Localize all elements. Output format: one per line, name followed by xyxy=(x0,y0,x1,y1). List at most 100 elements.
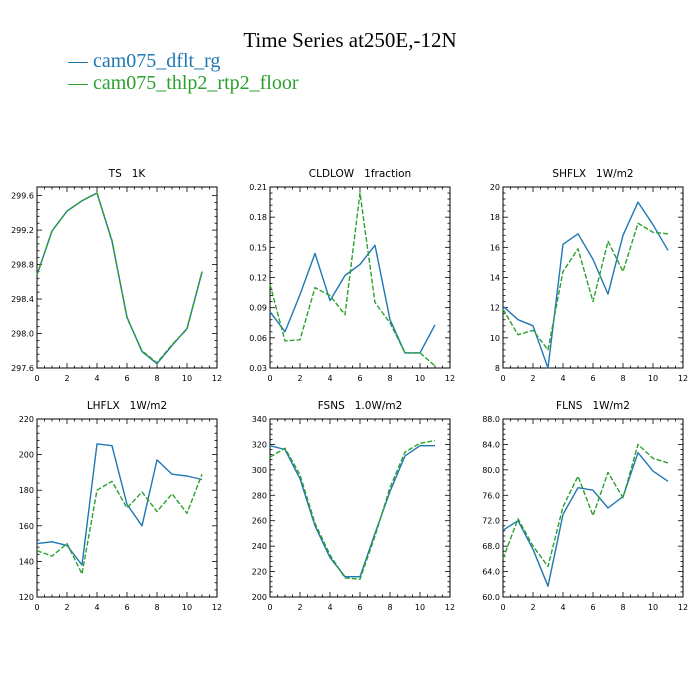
y-tick-label: 298.0 xyxy=(11,330,34,339)
series-line xyxy=(36,192,203,365)
y-tick-label: 200 xyxy=(19,451,34,460)
x-tick-label: 2 xyxy=(530,603,535,612)
y-tick-label: 297.6 xyxy=(11,364,34,373)
x-tick-label: 6 xyxy=(357,374,362,383)
x-tick-label: 8 xyxy=(387,374,392,383)
x-tick-label: 6 xyxy=(124,374,129,383)
chart-title: LHFLX 1W/m2 xyxy=(87,400,167,412)
x-tick-label: 0 xyxy=(267,374,272,383)
y-tick-label: 260 xyxy=(252,517,267,526)
x-tick-label: 8 xyxy=(154,374,159,383)
y-tick-label: 18 xyxy=(490,213,500,222)
y-tick-label: 84.0 xyxy=(482,440,500,449)
y-tick-label: 64.0 xyxy=(482,568,500,577)
x-tick-label: 8 xyxy=(620,374,625,383)
legend-label: cam075_dflt_rg xyxy=(93,50,221,72)
plot-frame xyxy=(502,418,684,598)
plot-frame xyxy=(36,418,218,598)
y-tick-label: 0.09 xyxy=(249,304,267,313)
x-tick-label: 4 xyxy=(94,603,99,612)
chart-panel: TS 1K 0 2 4 6 8 10 12 297.6 298.0 298.4 298.8 299.2 2… xyxy=(11,168,222,383)
x-tick-label: 0 xyxy=(500,374,505,383)
series-line xyxy=(36,443,203,566)
y-tick-label: 300 xyxy=(252,466,267,475)
x-tick-label: 0 xyxy=(267,603,272,612)
chart-panel: CLDLOW 1fraction 0 2 4 6 8 10 12 0.03 0.06 0.09 0.1… xyxy=(249,168,455,383)
chart-panel: FSNS 1.0W/m2 0 2 4 6 8 10 12 200 220 240 260 280 300 3… xyxy=(252,400,455,612)
x-tick-label: 12 xyxy=(445,603,455,612)
y-tick-label: 299.6 xyxy=(11,192,34,201)
y-tick-label: 16 xyxy=(490,243,500,252)
series-line xyxy=(269,439,436,580)
x-tick-label: 2 xyxy=(297,374,302,383)
x-tick-label: 10 xyxy=(648,603,658,612)
x-tick-label: 10 xyxy=(415,374,425,383)
series-line xyxy=(269,445,435,578)
plot-frame xyxy=(269,186,451,369)
x-tick-label: 2 xyxy=(297,603,302,612)
chart-title: FSNS 1.0W/m2 xyxy=(318,400,403,412)
page-title: Time Series at250E,-12N xyxy=(243,28,457,52)
chart-title: SHFLX 1W/m2 xyxy=(552,168,633,180)
y-tick-label: 0.12 xyxy=(249,274,267,283)
series-line xyxy=(502,452,669,587)
y-tick-label: 240 xyxy=(252,542,267,551)
series-line xyxy=(502,443,669,568)
x-tick-label: 4 xyxy=(560,374,565,383)
x-tick-label: 6 xyxy=(590,603,595,612)
y-tick-label: 220 xyxy=(19,415,34,424)
y-tick-label: 298.8 xyxy=(11,261,34,270)
x-tick-label: 4 xyxy=(560,603,565,612)
x-tick-label: 2 xyxy=(530,374,535,383)
x-tick-label: 12 xyxy=(678,374,688,383)
y-tick-label: 8 xyxy=(495,364,500,373)
chart-title: TS 1K xyxy=(108,168,147,180)
x-tick-label: 4 xyxy=(327,374,332,383)
legend-label: cam075_thlp2_rtp2_floor xyxy=(93,72,299,94)
y-tick-label: 14 xyxy=(490,274,500,283)
x-tick-label: 10 xyxy=(182,603,192,612)
y-tick-label: 120 xyxy=(19,593,34,602)
y-tick-label: 76.0 xyxy=(482,491,500,500)
series-line xyxy=(502,222,669,351)
y-tick-label: 320 xyxy=(252,440,267,449)
y-tick-label: 10 xyxy=(490,334,500,343)
y-tick-label: 20 xyxy=(490,183,500,192)
series-line xyxy=(36,192,203,364)
y-tick-label: 88.0 xyxy=(482,415,500,424)
series-line xyxy=(502,201,669,369)
y-tick-label: 0.18 xyxy=(249,213,267,222)
x-tick-label: 12 xyxy=(445,374,455,383)
x-tick-label: 8 xyxy=(154,603,159,612)
chart-title: CLDLOW 1fraction xyxy=(309,168,411,180)
x-tick-label: 2 xyxy=(64,374,69,383)
legend-line-icon: — xyxy=(68,72,88,94)
y-tick-label: 0.15 xyxy=(249,243,267,252)
series-line xyxy=(269,192,436,367)
x-tick-label: 4 xyxy=(94,374,99,383)
y-tick-label: 299.2 xyxy=(11,226,34,235)
y-tick-label: 80.0 xyxy=(482,466,500,475)
x-tick-label: 10 xyxy=(648,374,658,383)
x-tick-label: 12 xyxy=(212,603,222,612)
x-tick-label: 10 xyxy=(182,374,192,383)
y-tick-label: 298.4 xyxy=(11,295,34,304)
y-tick-label: 200 xyxy=(252,593,267,602)
x-tick-label: 6 xyxy=(357,603,362,612)
legend-entry: — cam075_thlp2_rtp2_floor xyxy=(68,72,299,94)
legend-line-icon: — xyxy=(68,50,88,72)
y-tick-label: 340 xyxy=(252,415,267,424)
series-line xyxy=(269,244,436,354)
y-tick-label: 220 xyxy=(252,568,267,577)
chart-title: FLNS 1W/m2 xyxy=(556,400,630,412)
x-tick-label: 6 xyxy=(124,603,129,612)
x-tick-label: 10 xyxy=(415,603,425,612)
x-tick-label: 4 xyxy=(327,603,332,612)
y-tick-label: 68.0 xyxy=(482,542,500,551)
x-tick-label: 0 xyxy=(34,374,39,383)
x-tick-label: 12 xyxy=(212,374,222,383)
x-tick-label: 2 xyxy=(64,603,69,612)
y-tick-label: 0.21 xyxy=(249,183,267,192)
y-tick-label: 12 xyxy=(490,304,500,313)
